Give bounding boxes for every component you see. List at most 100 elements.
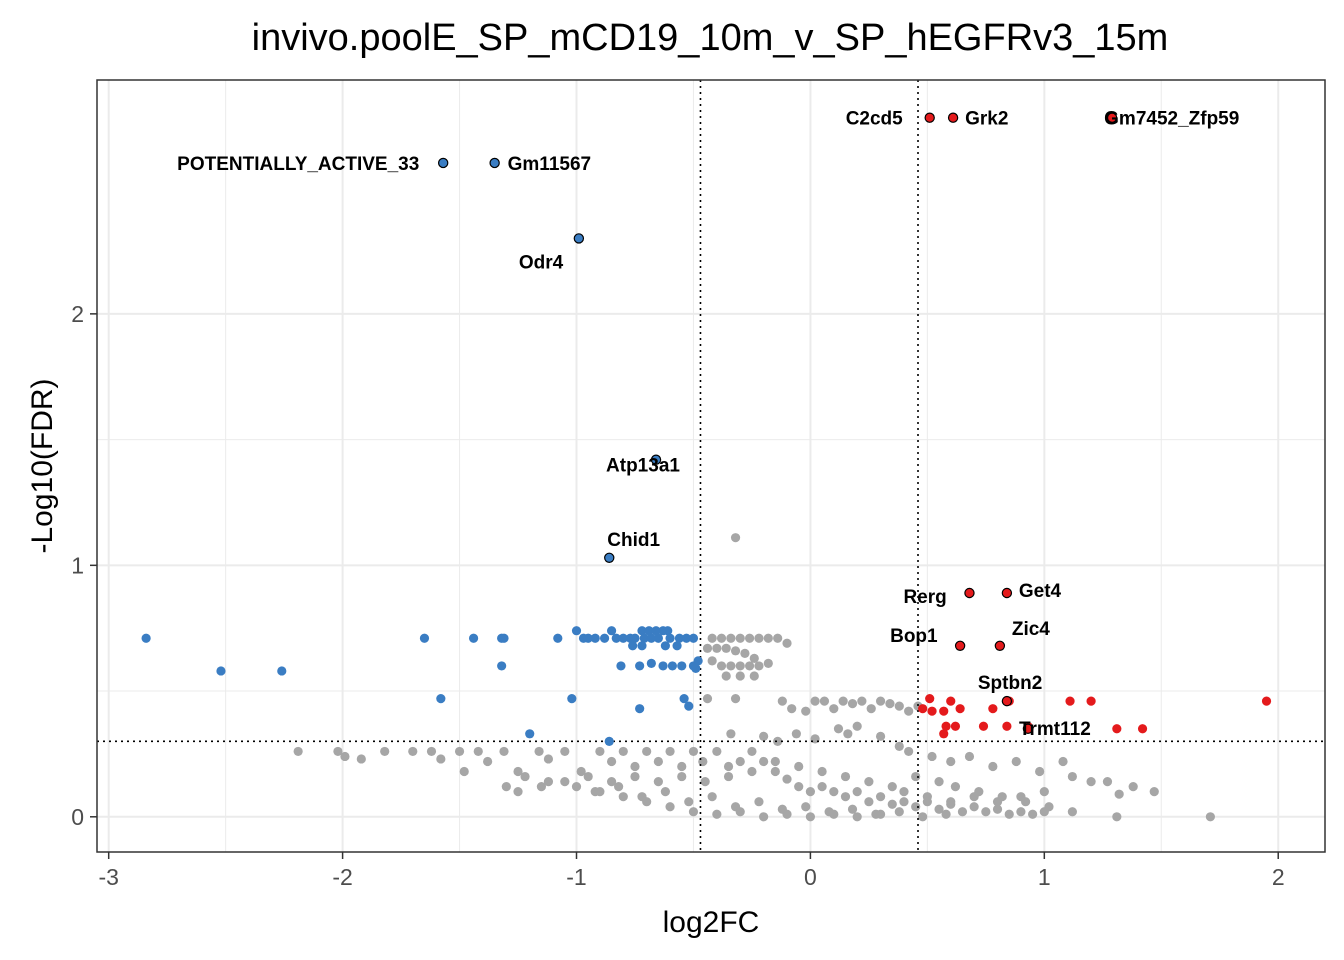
down-point [618, 633, 628, 643]
ns-point [726, 729, 736, 739]
gene-label: Gm7452_Zfp59 [1104, 109, 1239, 130]
down-point [637, 641, 647, 651]
ns-point [911, 771, 921, 782]
ns-point [1044, 802, 1054, 812]
x-axis-title: log2FC [663, 906, 760, 939]
plot-panel [97, 80, 1325, 852]
ns-point [782, 638, 792, 648]
ns-point [653, 776, 663, 787]
ns-point [1086, 776, 1096, 787]
ns-point [875, 809, 886, 819]
down-point [635, 704, 645, 714]
ns-point [777, 696, 787, 706]
ns-point [759, 812, 769, 822]
ns-point [707, 792, 717, 802]
up-point [988, 704, 998, 714]
x-tick-label: 0 [804, 864, 817, 890]
down-point [637, 626, 647, 636]
ns-point [642, 797, 652, 807]
ns-point [723, 771, 734, 782]
ns-point [293, 746, 303, 757]
ns-point [805, 812, 816, 822]
ns-point [744, 661, 755, 671]
ns-point [543, 776, 554, 787]
ns-point [866, 704, 876, 714]
down-point [679, 694, 689, 704]
ns-point [380, 746, 390, 757]
ns-point [712, 809, 722, 819]
ns-point [852, 721, 862, 731]
ns-point [801, 706, 811, 716]
ns-point [583, 771, 593, 782]
down-point [660, 641, 670, 651]
ns-point [630, 761, 640, 772]
chart-title: invivo.poolE_SP_mCD19_10m_v_SP_hEGFRv3_1… [252, 17, 1169, 59]
gene-label: Rerg [903, 587, 946, 608]
ns-point [665, 746, 675, 757]
down-point [611, 633, 621, 643]
ns-point [946, 797, 956, 807]
ns-point [436, 754, 446, 764]
ns-point [747, 766, 757, 777]
ns-point [754, 633, 764, 643]
ns-point [723, 761, 734, 772]
gene-labels: POTENTIALLY_ACTIVE_33 Gm11567 Odr4 Atp13a1 C… [177, 109, 1239, 740]
ns-point [520, 771, 530, 782]
labeled-point [604, 552, 615, 563]
ns-point [773, 736, 783, 746]
down-point [216, 666, 226, 676]
x-tick-label: -2 [332, 864, 352, 890]
up-point [1137, 724, 1148, 734]
ns-point [946, 756, 956, 767]
up-point [950, 721, 961, 731]
labeled-point [994, 640, 1006, 651]
ns-point [887, 799, 897, 809]
up-point [955, 704, 965, 714]
down-point [141, 633, 151, 643]
ns-point [894, 807, 904, 817]
labeled-point [437, 157, 449, 169]
ns-point [782, 774, 792, 784]
plot-panel-border [96, 79, 1326, 853]
down-point [674, 633, 685, 643]
labeled-point [489, 157, 500, 169]
ns-point [473, 746, 483, 757]
ns-point [543, 754, 554, 764]
ns-point [992, 797, 1003, 807]
ns-point [819, 696, 830, 706]
labeled-point [924, 112, 935, 123]
down-point [419, 633, 430, 643]
ns-point [791, 729, 801, 739]
down-point [658, 661, 668, 671]
ns-point [840, 771, 851, 782]
up-point [927, 706, 937, 716]
ns-point [698, 756, 708, 767]
ns-point [911, 802, 921, 812]
up-point [939, 706, 949, 716]
ns-point [864, 797, 874, 807]
gene-label: Sptbn2 [978, 673, 1042, 694]
major-gridlines [97, 80, 1325, 852]
down-point [693, 656, 703, 666]
up-point [939, 729, 949, 739]
significant-points [141, 112, 1272, 746]
down-point [590, 633, 600, 643]
ns-point [1149, 787, 1159, 797]
ns-point [749, 671, 759, 681]
ns-point [618, 746, 628, 757]
ns-point [885, 699, 895, 709]
ns-point [759, 756, 769, 767]
ns-point [702, 643, 713, 653]
ns-point [829, 787, 839, 797]
ns-point [1114, 789, 1124, 799]
down-point [277, 666, 287, 676]
ns-point [857, 696, 867, 706]
ns-point [759, 731, 769, 741]
ns-point [571, 782, 582, 792]
minor-gridlines [97, 80, 1325, 852]
ns-point [712, 643, 722, 653]
labeled-point [1001, 695, 1013, 707]
ns-point [922, 792, 932, 802]
labeled-point [1022, 723, 1034, 734]
